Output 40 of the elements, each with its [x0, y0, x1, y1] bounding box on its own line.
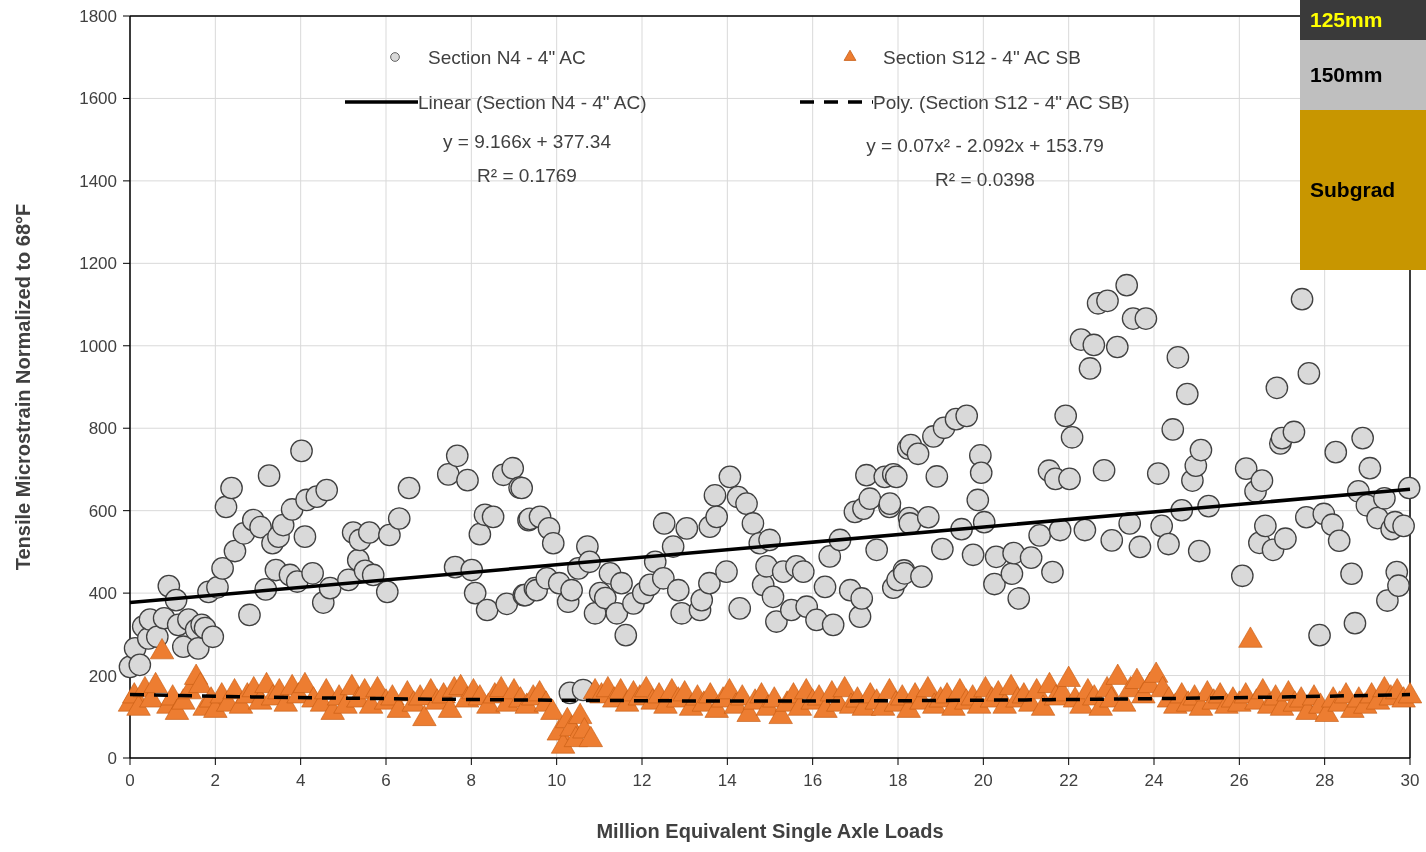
x-tick-label: 2 [210, 771, 221, 790]
annotation: R² = 0.0398 [935, 169, 1035, 190]
y-tick-label: 1400 [79, 171, 117, 191]
x-tick-label: 12 [632, 771, 652, 790]
x-tick-label: 26 [1229, 771, 1249, 790]
x-tick-label: 16 [803, 771, 823, 790]
x-tick-label: 14 [717, 771, 737, 790]
y-tick-label: 1600 [79, 89, 117, 109]
annotation: y = 9.166x + 377.34 [443, 131, 612, 152]
annotation: 150mm [1310, 63, 1383, 87]
legend-label: Linear (Section N4 - 4" AC) [418, 91, 647, 113]
annotation: 125mm [1310, 8, 1383, 32]
x-tick-label: 8 [466, 771, 477, 790]
x-tick-label: 18 [888, 771, 908, 790]
y-tick-label: 0 [107, 748, 117, 768]
y-axis-title: Tensile Microstrain Normalized to 68°F [12, 203, 34, 571]
y-tick-label: 400 [88, 584, 117, 604]
annotation: y = 0.07x² - 2.092x + 153.79 [866, 135, 1104, 156]
x-tick-label: 0 [125, 771, 135, 790]
y-tick-label: 800 [88, 419, 117, 439]
x-tick-label: 10 [547, 771, 567, 790]
x-axis-title: Million Equivalent Single Axle Loads [596, 820, 944, 842]
x-tick-label: 30 [1400, 771, 1420, 790]
x-tick-label: 20 [973, 771, 993, 790]
y-tick-label: 1000 [79, 336, 117, 356]
y-tick-label: 200 [88, 666, 117, 686]
legend-label: Section S12 - 4" AC SB [883, 46, 1081, 68]
pavement-layers-picture: 125mm 150mm Subgrad [1300, 0, 1426, 270]
annotation: R² = 0.1769 [477, 165, 577, 186]
x-tick-label: 22 [1059, 771, 1079, 790]
x-tick-label: 24 [1144, 771, 1164, 790]
y-tick-label: 1800 [79, 6, 117, 26]
x-tick-label: 4 [295, 771, 306, 790]
annotation: Subgrad [1310, 178, 1396, 202]
x-tick-label: 28 [1315, 771, 1335, 790]
y-tick-label: 1200 [79, 254, 117, 274]
legend-label: Poly. (Section S12 - 4" AC SB) [873, 91, 1130, 113]
legend-label: Section N4 - 4" AC [428, 46, 586, 68]
y-tick-label: 600 [88, 501, 117, 521]
x-tick-label: 6 [381, 771, 391, 790]
